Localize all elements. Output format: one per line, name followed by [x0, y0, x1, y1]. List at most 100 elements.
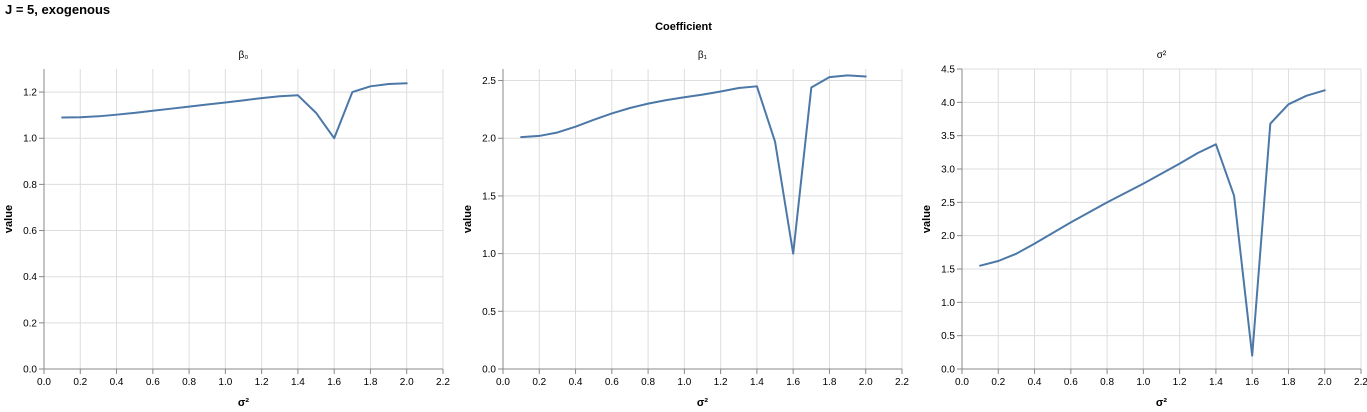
y-tick-label: 0.6	[23, 226, 37, 237]
data-point	[61, 116, 63, 118]
series-line	[979, 89, 1326, 357]
y-tick-label: 0.0	[941, 365, 955, 376]
y-tick-label: 0.5	[482, 307, 496, 318]
y-tick-label: 1.0	[23, 134, 37, 145]
y-axis-title: value	[3, 205, 15, 233]
facet-title: σ²	[1157, 50, 1167, 61]
x-tick-label: 2.0	[1318, 377, 1332, 388]
x-tick-label: 0.6	[605, 377, 619, 388]
x-tick-label: 0.2	[991, 377, 1005, 388]
data-point	[828, 76, 830, 78]
facet-header-title: Coefficient	[655, 21, 712, 33]
data-point	[1034, 243, 1036, 245]
data-point	[79, 116, 81, 118]
x-tick-label: 2.0	[400, 377, 414, 388]
x-tick-label: 0.8	[641, 377, 655, 388]
data-point	[1269, 123, 1271, 125]
x-tick-label: 2.2	[895, 377, 909, 388]
y-tick-label: 1.5	[482, 191, 496, 202]
x-tick-label: 1.8	[823, 377, 837, 388]
x-tick-label: 0.0	[955, 377, 969, 388]
x-tick-label: 1.4	[1209, 377, 1223, 388]
data-point	[720, 91, 722, 93]
x-tick-label: 2.0	[859, 377, 873, 388]
data-point	[1142, 183, 1144, 185]
y-tick-label: 2.5	[482, 76, 496, 87]
y-tick-label: 3.0	[941, 165, 955, 176]
x-tick-label: 0.8	[1100, 377, 1114, 388]
y-tick-label: 4.5	[941, 65, 955, 76]
x-tick-label: 0.2	[532, 377, 546, 388]
data-point	[1197, 152, 1199, 154]
data-point	[1015, 253, 1017, 255]
x-tick-label: 0.0	[37, 377, 51, 388]
facet-title: β₀	[239, 50, 249, 61]
y-tick-label: 0.5	[941, 331, 955, 342]
data-point	[279, 95, 281, 97]
x-tick-label: 0.6	[146, 377, 160, 388]
data-point	[979, 265, 981, 267]
data-point	[152, 110, 154, 112]
y-tick-label: 2.0	[941, 231, 955, 242]
data-point	[792, 253, 794, 255]
x-tick-label: 1.4	[291, 377, 305, 388]
y-tick-label: 2.0	[482, 134, 496, 145]
x-tick-label: 1.4	[750, 377, 764, 388]
data-point	[1052, 232, 1054, 234]
x-tick-label: 0.4	[1028, 377, 1042, 388]
data-point	[1287, 103, 1289, 105]
y-tick-label: 1.0	[941, 298, 955, 309]
y-tick-label: 0.0	[482, 365, 496, 376]
data-point	[1306, 95, 1308, 97]
data-point	[134, 112, 136, 114]
data-point	[629, 107, 631, 109]
data-point	[1324, 89, 1326, 91]
y-tick-label: 1.2	[23, 88, 37, 99]
data-point	[1233, 195, 1235, 197]
data-point	[116, 114, 118, 116]
data-point	[1179, 163, 1181, 165]
x-tick-label: 1.6	[786, 377, 800, 388]
data-point	[611, 112, 613, 114]
y-tick-label: 0.8	[23, 180, 37, 191]
data-point	[1251, 355, 1253, 357]
data-point	[556, 131, 558, 133]
x-tick-label: 2.2	[436, 377, 450, 388]
data-point	[774, 141, 776, 143]
y-tick-label: 1.0	[482, 249, 496, 260]
x-tick-label: 0.8	[182, 377, 196, 388]
x-tick-label: 1.8	[1282, 377, 1296, 388]
data-point	[351, 91, 353, 93]
series-line	[61, 82, 408, 140]
data-point	[406, 82, 408, 84]
data-point	[243, 99, 245, 101]
y-tick-label: 3.5	[941, 131, 955, 142]
data-point	[647, 103, 649, 105]
data-point	[224, 101, 226, 103]
y-tick-label: 0.0	[23, 365, 37, 376]
data-point	[1070, 221, 1072, 223]
x-tick-label: 2.2	[1354, 377, 1367, 388]
data-point	[170, 108, 172, 110]
data-point	[810, 86, 812, 88]
data-point	[865, 76, 867, 78]
y-tick-label: 4.0	[941, 98, 955, 109]
x-tick-label: 1.0	[677, 377, 691, 388]
data-point	[369, 85, 371, 87]
x-tick-label: 1.0	[218, 377, 232, 388]
data-point	[1161, 173, 1163, 175]
data-point	[188, 106, 190, 108]
x-tick-label: 1.0	[1136, 377, 1150, 388]
x-tick-label: 1.2	[714, 377, 728, 388]
y-axis-title: value	[921, 205, 933, 233]
data-point	[1124, 192, 1126, 194]
x-tick-label: 1.6	[1245, 377, 1259, 388]
data-point	[665, 99, 667, 101]
y-axis-title: value	[462, 205, 474, 233]
data-point	[206, 104, 208, 106]
facet-panel-0: 0.0 0.2 0.4 0.6 0.8 1.0 1.2 1.4 1.6 1.8 2.0 2.2 0.0 0…	[3, 50, 450, 409]
data-point	[702, 94, 704, 96]
y-tick-label: 1.5	[941, 265, 955, 276]
data-point	[847, 74, 849, 76]
